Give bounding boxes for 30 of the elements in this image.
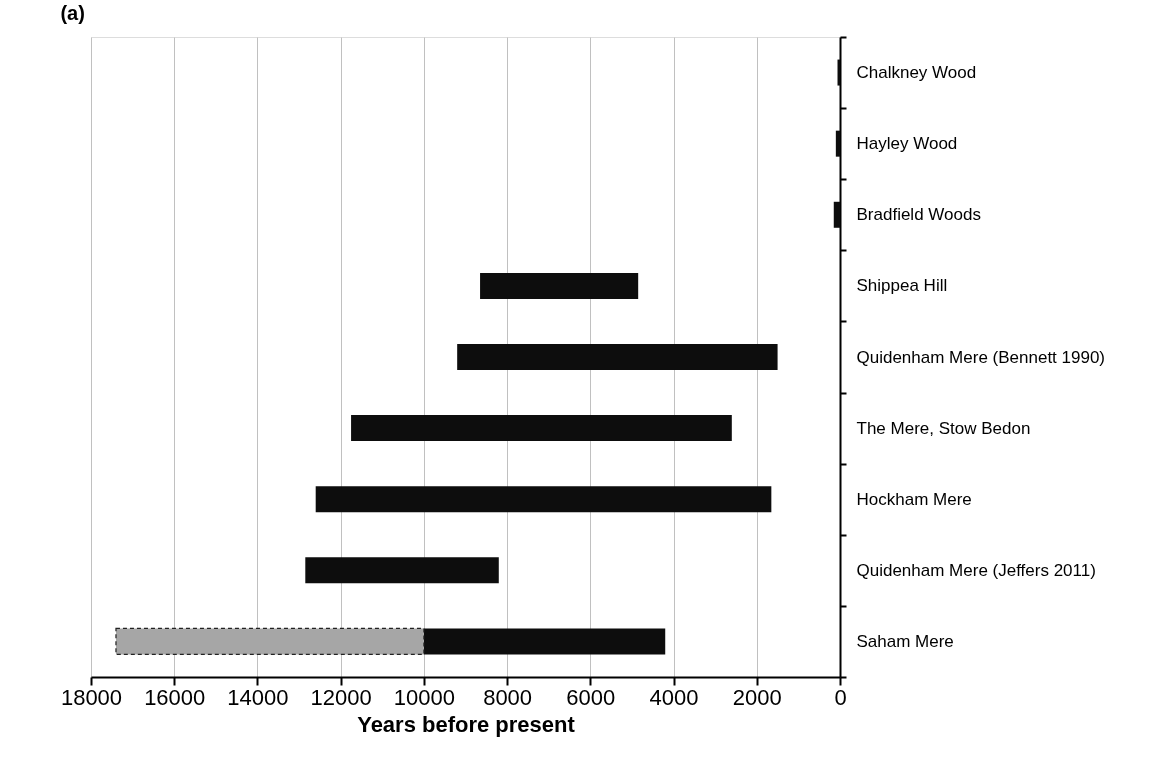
bar <box>315 486 772 513</box>
x-tick-label: 6000 <box>566 684 616 710</box>
y-tick-label: Bradfield Woods <box>856 205 981 225</box>
bar <box>351 415 732 442</box>
x-tick-label: 12000 <box>310 684 372 710</box>
y-tick-label: Quidenham Mere (Jeffers 2011) <box>856 560 1096 580</box>
x-tick-label: 8000 <box>483 684 533 710</box>
x-tick-label: 0 <box>834 684 847 710</box>
bar <box>835 130 840 157</box>
chart-title: (a) <box>60 2 85 24</box>
y-tick-label: The Mere, Stow Bedon <box>856 418 1031 438</box>
x-tick-label: 2000 <box>732 684 782 710</box>
x-tick-label: 4000 <box>649 684 699 710</box>
bar <box>457 344 778 370</box>
x-tick-label: 10000 <box>393 684 455 710</box>
x-tick-label: 16000 <box>144 684 206 710</box>
y-tick-label: Saham Mere <box>856 631 954 651</box>
x-tick-label: 18000 <box>60 684 123 710</box>
x-tick-label: 14000 <box>227 684 289 710</box>
bar <box>115 627 425 656</box>
y-tick-label: Hayley Wood <box>856 134 958 154</box>
y-tick-label: Chalkney Wood <box>856 63 977 83</box>
bar <box>423 628 666 655</box>
y-tick-label: Shippea Hill <box>856 276 948 296</box>
y-tick-label: Quidenham Mere (Bennett 1990) <box>856 347 1106 367</box>
bar <box>305 557 499 584</box>
y-tick-label: Hockham Mere <box>856 489 972 509</box>
bar <box>480 272 639 299</box>
x-axis-title: Years before present <box>357 711 576 737</box>
bar <box>833 201 840 228</box>
